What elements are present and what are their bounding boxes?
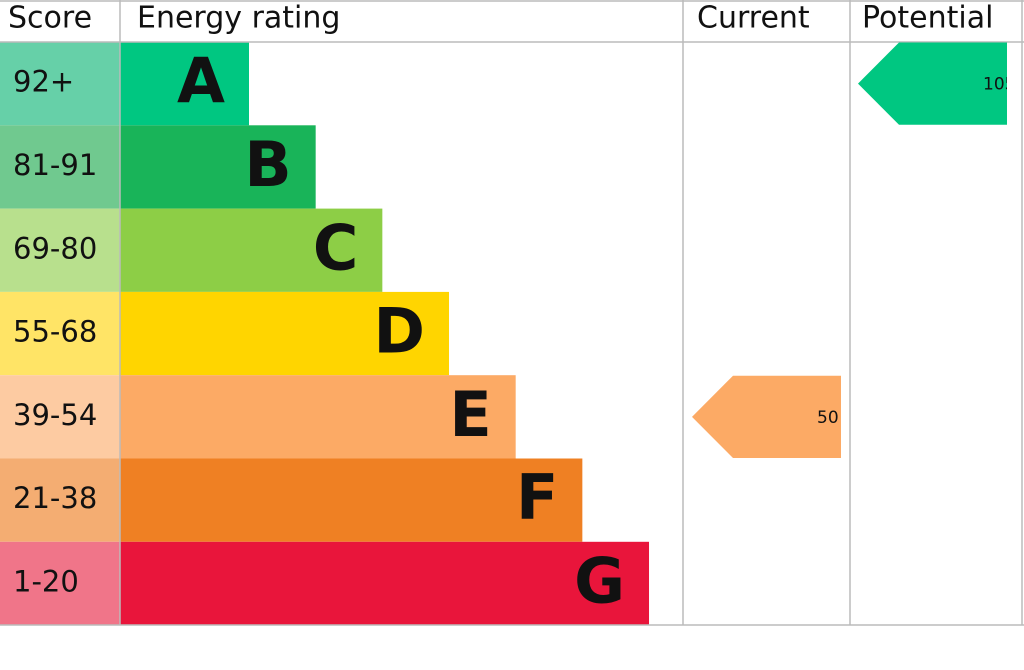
band-bar — [120, 291, 450, 376]
band-bar — [120, 208, 383, 292]
score-label: 21-38 — [13, 481, 97, 515]
score-label: 55-68 — [13, 315, 97, 349]
potential-value: 105 — [983, 75, 1015, 95]
band-letter: F — [516, 461, 558, 534]
header-score: Score — [8, 1, 92, 36]
score-cell — [0, 42, 120, 126]
band-letter: B — [244, 128, 291, 201]
band-letter: E — [449, 378, 491, 451]
score-cell — [0, 208, 120, 292]
band-letter: D — [374, 295, 425, 368]
header-rating: Energy rating — [137, 1, 340, 36]
band-letter: A — [177, 45, 225, 118]
band-bar — [120, 375, 516, 459]
score-cell — [0, 291, 120, 376]
potential-arrow — [858, 42, 1007, 125]
score-label: 92+ — [13, 65, 74, 99]
score-cell — [0, 375, 120, 459]
current-value: 50 — [817, 408, 839, 428]
score-label: 39-54 — [13, 398, 97, 432]
band-bar — [120, 458, 583, 542]
score-cell — [0, 458, 120, 542]
current-arrow — [692, 375, 841, 458]
score-label: 69-80 — [13, 231, 97, 265]
band-bar — [120, 125, 316, 209]
band-letter: G — [574, 545, 625, 618]
band-letter: C — [313, 211, 359, 284]
score-label: 1-20 — [13, 564, 79, 598]
band-bar — [120, 541, 650, 626]
score-cell — [0, 125, 120, 209]
score-cell — [0, 541, 120, 626]
header-potential: Potential — [862, 1, 993, 36]
header-current: Current — [697, 1, 810, 36]
score-label: 81-91 — [13, 148, 97, 182]
band-bar — [120, 42, 249, 126]
